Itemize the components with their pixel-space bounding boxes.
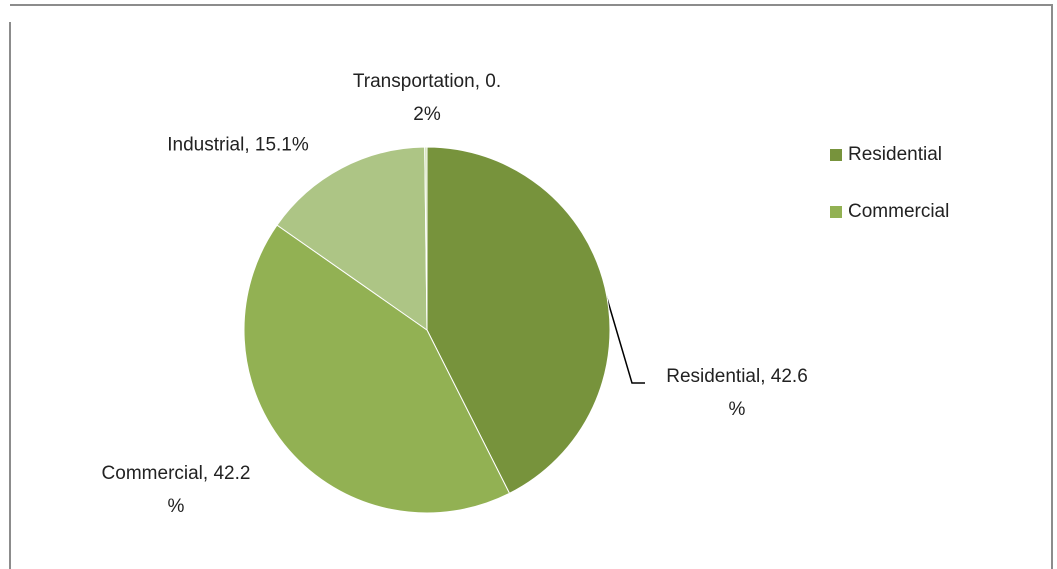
- legend-label: Transportation: [848, 315, 970, 336]
- legend-swatch: [830, 149, 842, 161]
- data-label: Transportation, 0. 2%: [352, 71, 502, 125]
- legend-swatch: [830, 206, 842, 218]
- legend-swatch: [830, 263, 842, 275]
- legend-label: Residential: [848, 144, 942, 165]
- legend-label: Industrial: [848, 258, 925, 279]
- chart-frame: [9, 4, 1053, 569]
- legend: Residential Commercial Industrial Transport…: [830, 144, 970, 336]
- pie-slice: [426, 146, 611, 495]
- data-label: Industrial, 15.1%: [167, 134, 309, 156]
- leader-line: [603, 287, 645, 384]
- pie-slice: [276, 146, 428, 331]
- legend-label: Commercial: [848, 201, 949, 222]
- data-label: Residential, 42.6 %: [666, 366, 808, 420]
- data-label: Commercial, 42.2 %: [101, 463, 251, 517]
- pie-slice: [243, 224, 511, 514]
- pie-slice: [424, 146, 428, 331]
- legend-swatch: [830, 320, 842, 332]
